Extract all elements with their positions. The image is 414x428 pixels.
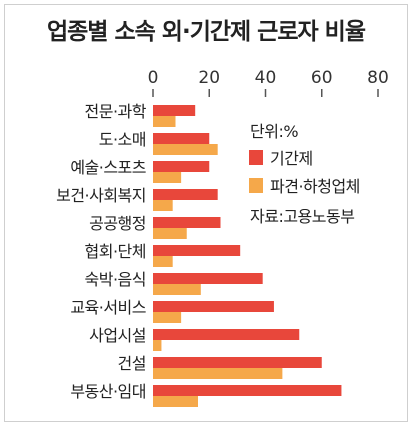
x-tick-label: 40: [255, 68, 277, 88]
bar-fixed-term: [153, 217, 221, 228]
category-label: 도·소매: [99, 130, 146, 149]
legend-swatch-fixed-term: [249, 150, 263, 165]
x-axis-ticks: 0 20 40 60 80: [148, 68, 389, 97]
chart-frame: [4, 4, 408, 422]
unit-label: 단위:%: [250, 122, 298, 141]
bar-dispatch: [153, 396, 198, 407]
chart-title: 업종별 소속 외·기간제 근로자 비율: [46, 19, 366, 45]
bar-fixed-term: [153, 245, 241, 256]
bar-dispatch: [153, 284, 201, 295]
category-label: 협회·단체: [85, 242, 146, 261]
category-label: 공공행정: [89, 214, 146, 233]
category-label: 건설: [118, 354, 146, 373]
category-label: 숙박·음식: [85, 270, 146, 289]
category-label: 보건·사회복지: [56, 186, 146, 205]
bar-fixed-term: [153, 329, 300, 340]
bar-fixed-term: [153, 189, 218, 200]
category-labels: 전문·과학도·소매예술·스포츠보건·사회복지공공행정협회·단체숙박·음식교육·서…: [56, 102, 147, 401]
bar-dispatch: [153, 172, 182, 183]
bar-fixed-term: [153, 161, 210, 172]
source-label: 자료:고용노동부: [250, 207, 354, 226]
bar-dispatch: [153, 200, 173, 211]
bar-fixed-term: [153, 133, 210, 144]
bar-dispatch: [153, 144, 218, 155]
bar-dispatch: [153, 116, 176, 127]
x-tick-label: 20: [198, 68, 220, 88]
category-label: 사업시설: [89, 326, 146, 345]
x-tick-label: 0: [148, 68, 159, 88]
bar-dispatch: [153, 312, 182, 323]
bar-fixed-term: [153, 385, 342, 396]
bar-dispatch: [153, 340, 162, 351]
x-tick-label: 80: [367, 68, 389, 88]
x-tick-label: 60: [311, 68, 333, 88]
legend-label-fixed-term: 기간제: [270, 149, 313, 168]
bar-fixed-term: [153, 273, 263, 284]
legend: 단위:% 기간제 파견·하청업체 자료:고용노동부: [249, 122, 360, 226]
category-label: 전문·과학: [85, 102, 147, 121]
bar-dispatch: [153, 368, 283, 379]
legend-swatch-dispatch: [249, 178, 263, 193]
legend-label-dispatch: 파견·하청업체: [270, 177, 360, 196]
bar-dispatch: [153, 228, 187, 239]
category-label: 교육·서비스: [70, 298, 146, 317]
bars: [153, 105, 342, 407]
bar-fixed-term: [153, 105, 196, 116]
category-label: 부동산·임대: [70, 382, 146, 401]
category-label: 예술·스포츠: [70, 158, 146, 177]
bar-fixed-term: [153, 301, 274, 312]
bar-fixed-term: [153, 357, 322, 368]
bar-dispatch: [153, 256, 173, 267]
